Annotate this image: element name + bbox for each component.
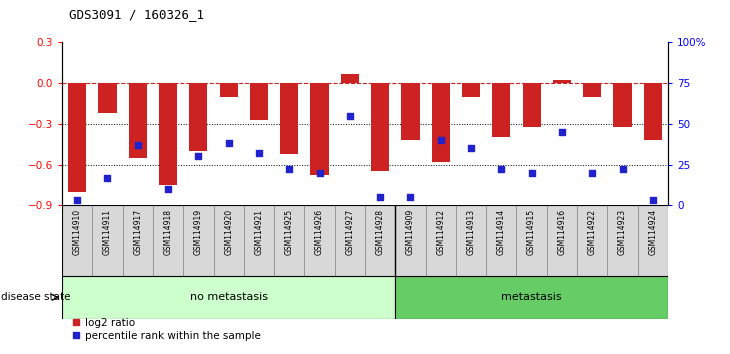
Point bbox=[374, 194, 386, 200]
Bar bbox=[341, 74, 359, 83]
Point bbox=[162, 186, 174, 192]
Bar bbox=[123, 205, 153, 276]
Text: GSM114912: GSM114912 bbox=[437, 209, 445, 255]
Bar bbox=[371, 83, 389, 171]
Bar bbox=[644, 83, 662, 140]
Point bbox=[526, 170, 537, 176]
Text: GSM114920: GSM114920 bbox=[224, 209, 233, 255]
Bar bbox=[244, 205, 274, 276]
Bar bbox=[310, 83, 328, 176]
Text: GSM114916: GSM114916 bbox=[558, 209, 566, 255]
Bar bbox=[553, 80, 571, 83]
Point bbox=[556, 129, 568, 135]
Bar bbox=[62, 205, 93, 276]
Bar bbox=[304, 205, 335, 276]
Point bbox=[586, 170, 598, 176]
Point bbox=[314, 170, 326, 176]
Bar bbox=[274, 205, 304, 276]
Point bbox=[132, 142, 144, 148]
Bar bbox=[189, 83, 207, 151]
Text: GSM114927: GSM114927 bbox=[345, 209, 354, 255]
Bar bbox=[62, 276, 396, 319]
Text: GSM114925: GSM114925 bbox=[285, 209, 293, 255]
Bar bbox=[68, 83, 86, 192]
Bar bbox=[183, 205, 214, 276]
Text: GSM114922: GSM114922 bbox=[588, 209, 596, 255]
Bar bbox=[492, 83, 510, 137]
Point bbox=[101, 175, 113, 181]
Text: disease state: disease state bbox=[1, 292, 70, 302]
Bar bbox=[431, 83, 450, 162]
Text: GSM114919: GSM114919 bbox=[194, 209, 203, 255]
Bar bbox=[250, 83, 268, 120]
Bar bbox=[280, 83, 299, 154]
Bar bbox=[456, 205, 486, 276]
Bar bbox=[365, 205, 396, 276]
Bar bbox=[93, 205, 123, 276]
Bar bbox=[396, 276, 668, 319]
Point bbox=[344, 113, 356, 119]
Text: GSM114915: GSM114915 bbox=[527, 209, 536, 255]
Bar bbox=[638, 205, 668, 276]
Bar bbox=[426, 205, 456, 276]
Text: GSM114924: GSM114924 bbox=[648, 209, 657, 255]
Point bbox=[193, 154, 204, 159]
Bar bbox=[462, 83, 480, 97]
Point bbox=[283, 167, 295, 172]
Bar bbox=[128, 83, 147, 158]
Bar bbox=[523, 83, 541, 127]
Point bbox=[404, 194, 416, 200]
Bar bbox=[402, 83, 420, 140]
Bar bbox=[214, 205, 244, 276]
Text: GSM114910: GSM114910 bbox=[73, 209, 82, 255]
Text: GSM114913: GSM114913 bbox=[466, 209, 475, 255]
Text: GSM114917: GSM114917 bbox=[134, 209, 142, 255]
Text: GSM114918: GSM114918 bbox=[164, 209, 172, 255]
Text: GSM114923: GSM114923 bbox=[618, 209, 627, 255]
Bar bbox=[583, 83, 602, 97]
Text: GSM114914: GSM114914 bbox=[497, 209, 506, 255]
Bar bbox=[220, 83, 238, 97]
Bar bbox=[335, 205, 365, 276]
Text: GSM114911: GSM114911 bbox=[103, 209, 112, 255]
Text: GDS3091 / 160326_1: GDS3091 / 160326_1 bbox=[69, 8, 204, 21]
Point bbox=[435, 137, 447, 143]
Bar bbox=[159, 83, 177, 185]
Point bbox=[253, 150, 265, 156]
Point bbox=[223, 141, 234, 146]
Bar bbox=[607, 205, 638, 276]
Text: GSM114909: GSM114909 bbox=[406, 209, 415, 255]
Point bbox=[72, 198, 83, 203]
Bar bbox=[577, 205, 607, 276]
Bar bbox=[153, 205, 183, 276]
Text: GSM114926: GSM114926 bbox=[315, 209, 324, 255]
Bar bbox=[547, 205, 577, 276]
Bar bbox=[613, 83, 631, 127]
Point bbox=[647, 198, 658, 203]
Text: no metastasis: no metastasis bbox=[190, 292, 268, 302]
Text: GSM114921: GSM114921 bbox=[255, 209, 264, 255]
Text: GSM114928: GSM114928 bbox=[376, 209, 385, 255]
Text: metastasis: metastasis bbox=[502, 292, 562, 302]
Legend: log2 ratio, percentile rank within the sample: log2 ratio, percentile rank within the s… bbox=[67, 314, 265, 345]
Bar bbox=[99, 83, 117, 113]
Bar bbox=[517, 205, 547, 276]
Point bbox=[465, 145, 477, 151]
Bar bbox=[486, 205, 517, 276]
Point bbox=[496, 167, 507, 172]
Point bbox=[617, 167, 629, 172]
Bar bbox=[396, 205, 426, 276]
